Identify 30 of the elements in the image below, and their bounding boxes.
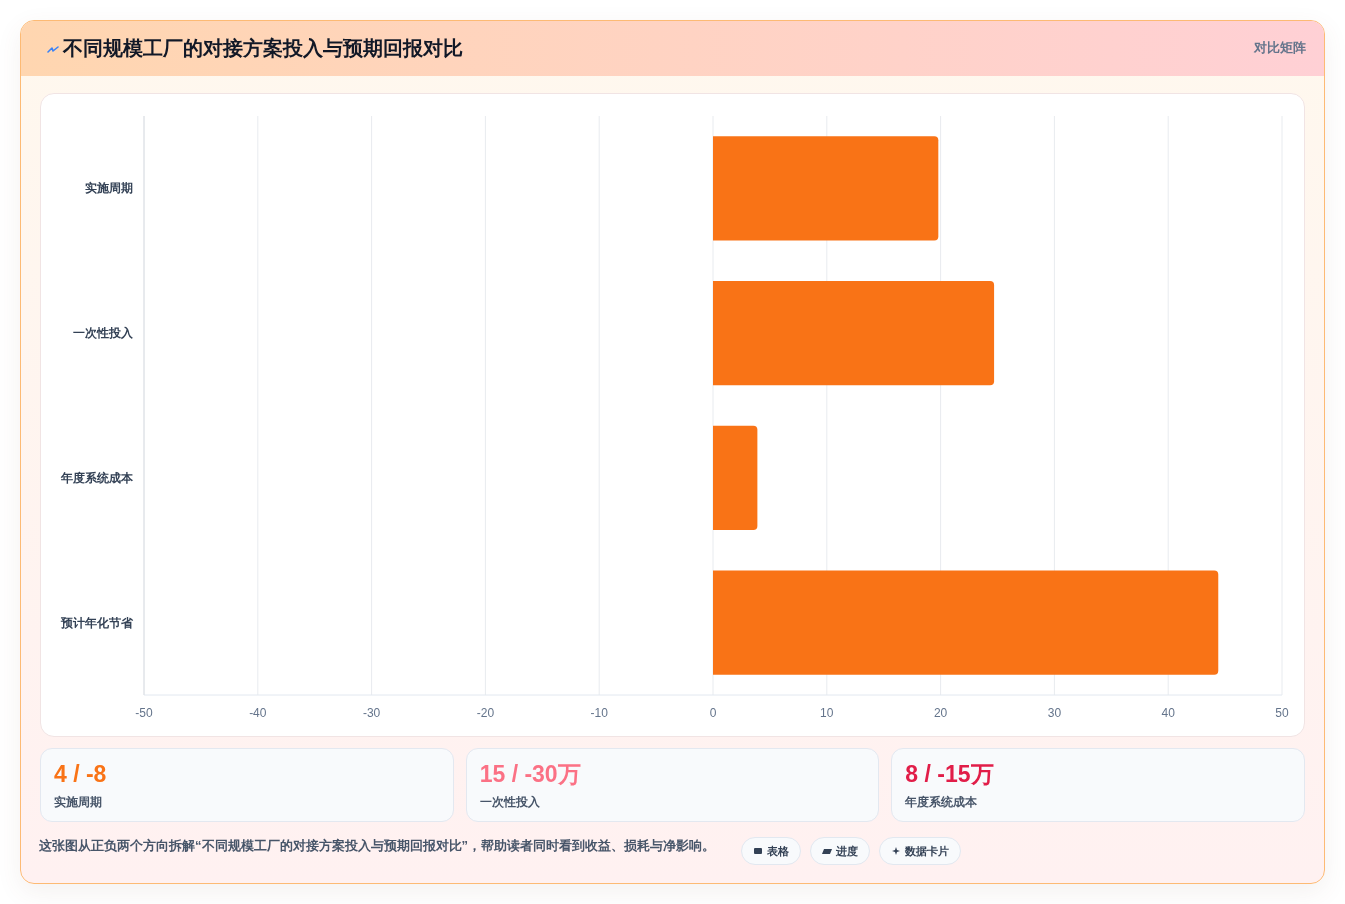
text: 一次性投入 — [479, 794, 540, 810]
y-tick-label: 实施周期 — [85, 181, 133, 196]
x-tick-label: -30 — [362, 706, 381, 720]
text: 8 / -15万 — [905, 760, 994, 788]
bar — [713, 570, 1219, 675]
y-tick-label: 一次性投入 — [73, 326, 134, 341]
text: 这张图从正负两个方向拆解“不同规模工厂的对接方案投入与预期回报对比”，帮助读者同时看到收益、损耗与净影响。 — [39, 837, 716, 855]
text: 15 / -30万 — [479, 760, 581, 788]
x-tick-label: 40 — [1161, 706, 1176, 720]
text: 对比矩阵 — [1254, 40, 1306, 56]
x-tick-label: 50 — [1275, 706, 1289, 720]
text: 4 / -8 — [54, 760, 107, 788]
y-tick-label: 年度系统成本 — [60, 470, 134, 485]
x-tick-label: -20 — [476, 706, 495, 720]
x-tick-label: 0 — [709, 706, 717, 720]
y-tick-label: 预计年化节省 — [60, 615, 134, 630]
x-tick-label: -40 — [249, 706, 267, 720]
bar — [713, 136, 939, 241]
text: 数据卡片 — [905, 843, 949, 859]
x-tick-label: 20 — [933, 706, 948, 720]
bar — [713, 281, 995, 386]
text: 年度系统成本 — [905, 794, 978, 810]
x-tick-label: 30 — [1047, 706, 1062, 720]
x-tick-label: 10 — [820, 706, 834, 720]
text: 进度 — [836, 843, 858, 859]
text: 表格 — [767, 843, 789, 859]
x-tick-label: -50 — [135, 706, 153, 720]
bar — [713, 425, 758, 530]
x-tick-label: -10 — [590, 706, 609, 720]
chart-title: 不同规模工厂的对接方案投入与预期回报对比 — [63, 36, 463, 61]
